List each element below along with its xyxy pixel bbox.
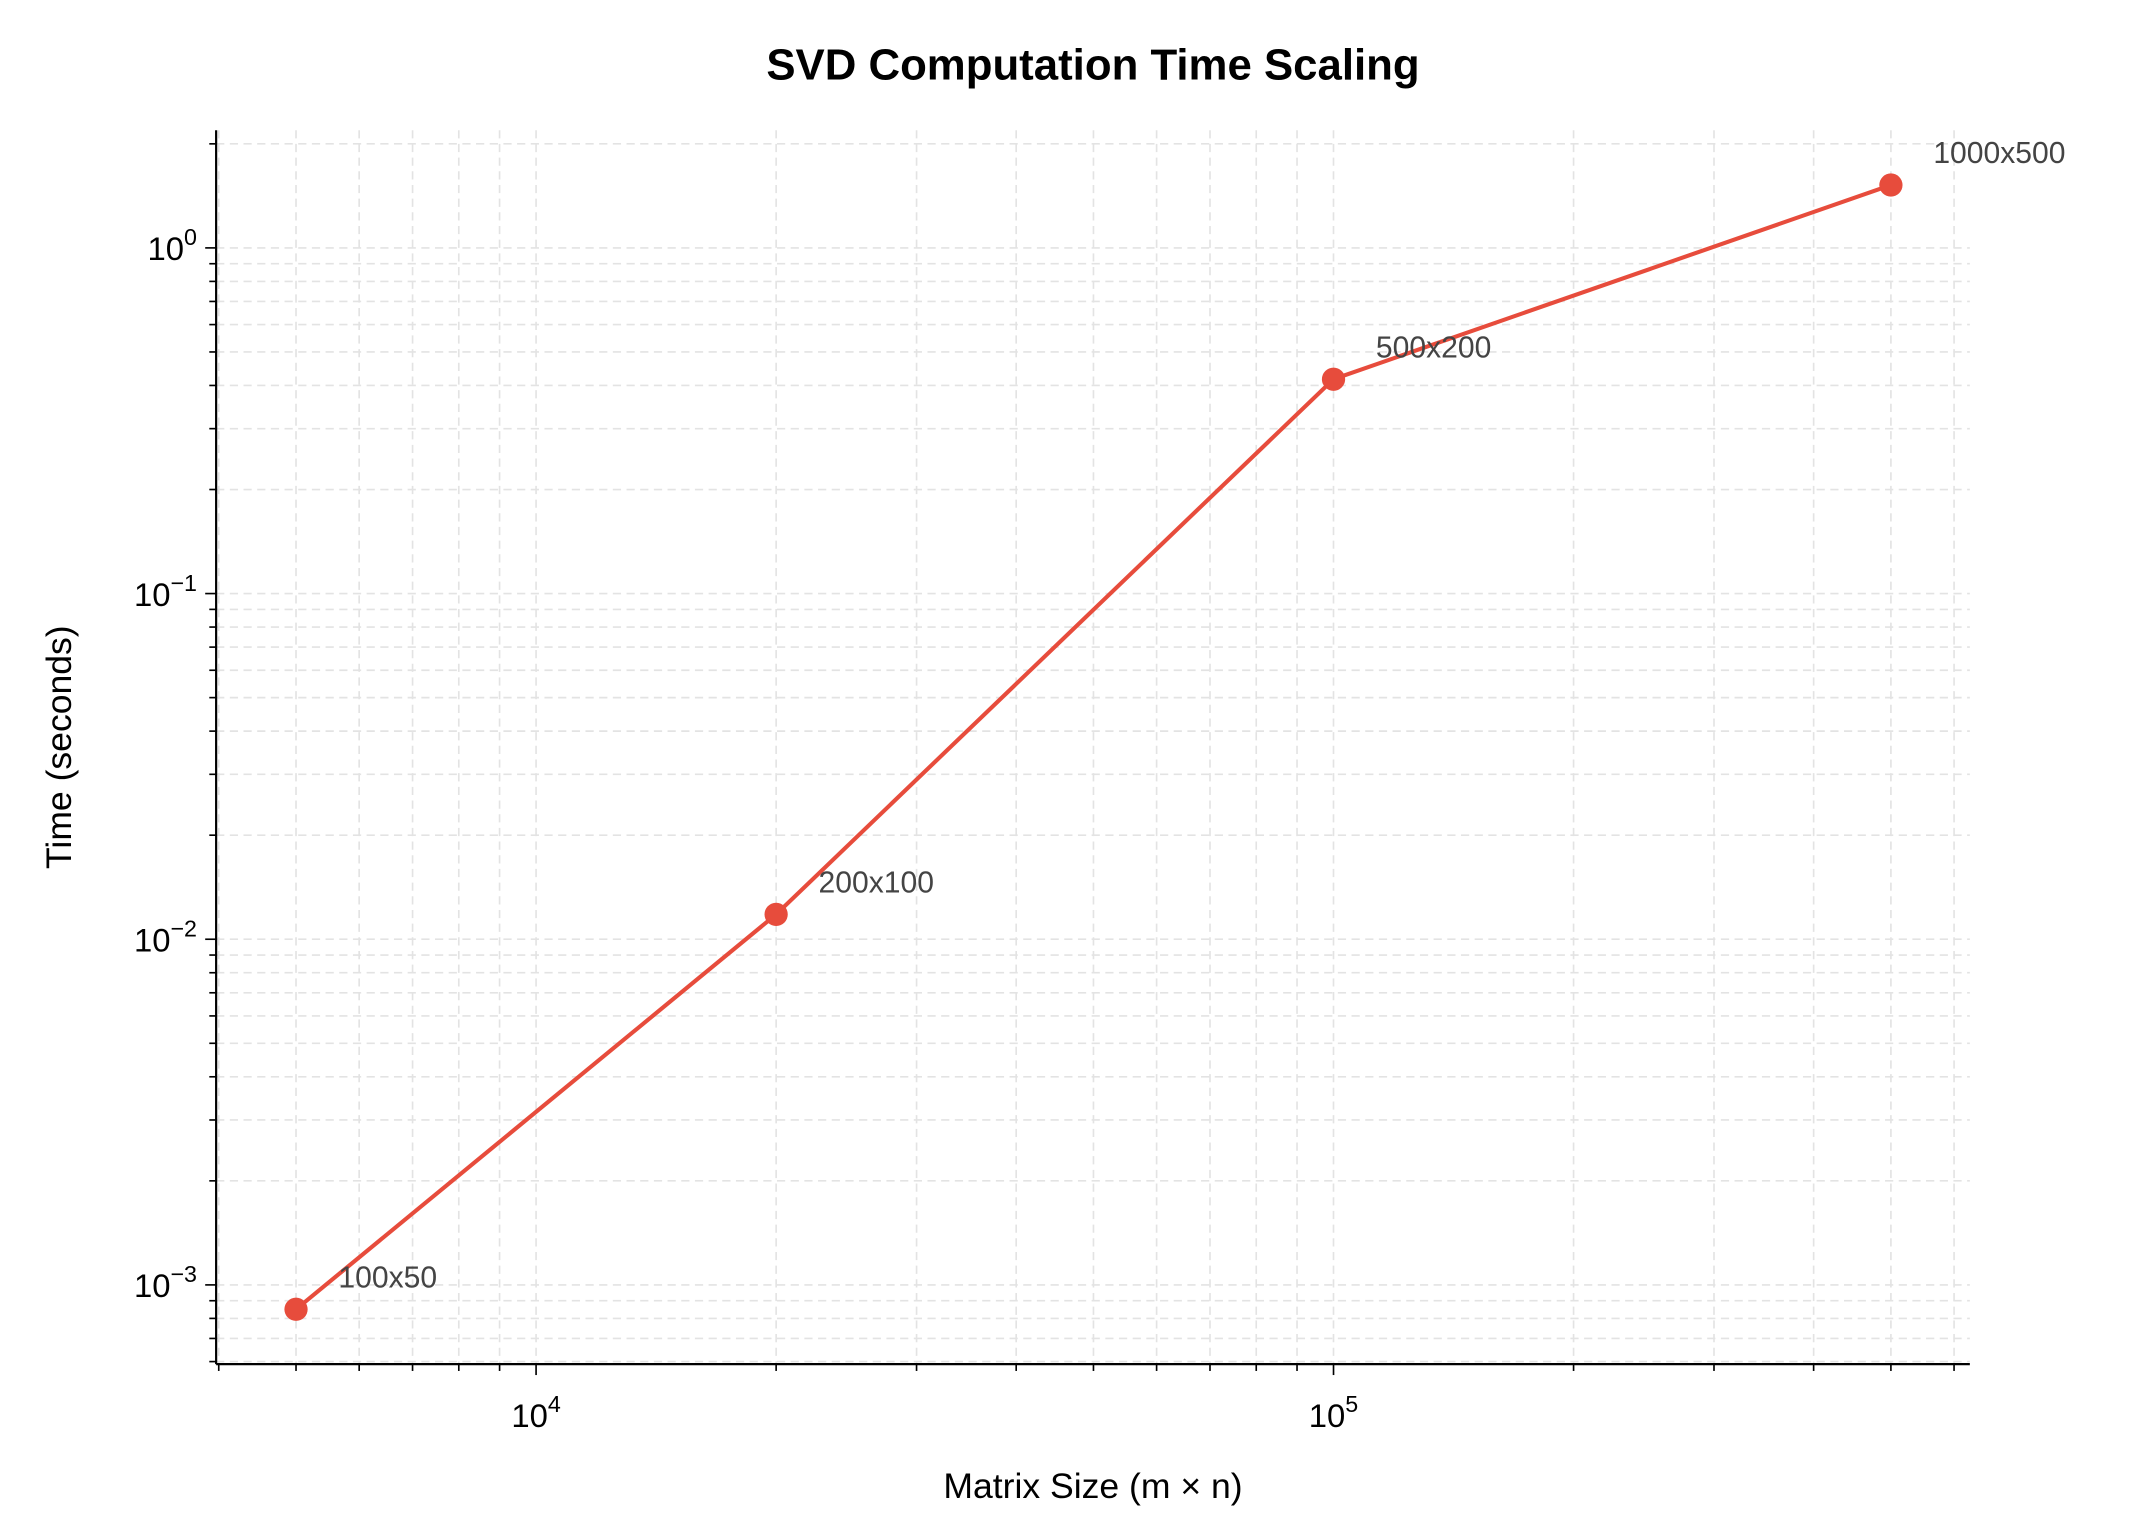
tick-exponent: −1: [170, 570, 197, 596]
y-tick-label: 10−3: [134, 1261, 197, 1304]
tick-base: 10: [134, 576, 171, 613]
x-tick-label: 104: [511, 1391, 561, 1434]
y-tick-label: 10−2: [134, 915, 197, 958]
tick-exponent: −3: [170, 1261, 197, 1287]
tick-base: 10: [511, 1397, 548, 1434]
data-point: [284, 1297, 308, 1321]
y-tick-label: 10−1: [134, 570, 197, 613]
tick-base: 10: [148, 230, 185, 267]
data-label: 100x50: [338, 1261, 437, 1294]
data-point: [1879, 173, 1903, 197]
x-axis-label: Matrix Size (m × n): [943, 1466, 1242, 1506]
tick-exponent: −2: [170, 915, 197, 941]
series-line: [294, 183, 1892, 1311]
data-point: [764, 902, 788, 927]
tick-base: 10: [134, 1267, 171, 1304]
y-tick-label: 100: [148, 224, 198, 267]
tick-base: 10: [1309, 1397, 1346, 1434]
data-label: 200x100: [819, 866, 934, 899]
y-axis-label: Time (seconds): [39, 625, 79, 869]
chart-title: SVD Computation Time Scaling: [766, 41, 1419, 90]
data-point: [1321, 367, 1346, 391]
grid: [216, 130, 1970, 1365]
data-label: 1000x500: [1933, 137, 2065, 170]
series: 100x50 200x100 500x200 1000x500: [284, 137, 2065, 1321]
tick-exponent: 0: [184, 224, 197, 250]
data-label: 500x200: [1376, 331, 1491, 364]
x-tick-label: 105: [1309, 1391, 1358, 1434]
tick-base: 10: [134, 922, 171, 959]
tick-exponent: 4: [548, 1391, 561, 1417]
tick-exponent: 5: [1345, 1391, 1358, 1417]
